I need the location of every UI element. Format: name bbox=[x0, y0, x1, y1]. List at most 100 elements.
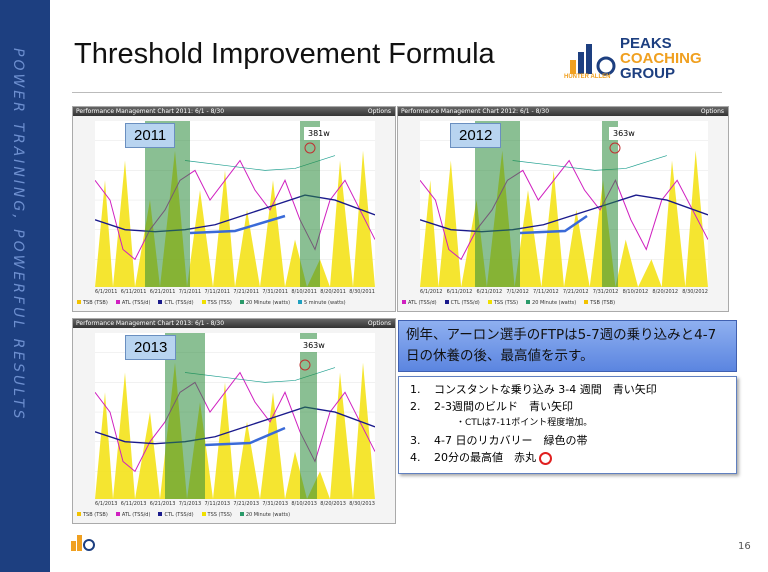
x-tick-label: 7/11/2013 bbox=[204, 501, 231, 507]
x-tick-label: 7/11/2012 bbox=[533, 289, 559, 295]
legend-swatch bbox=[239, 300, 244, 304]
x-tick-label: 8/30/2011 bbox=[349, 289, 375, 295]
legend-swatch bbox=[115, 300, 120, 304]
year-label: 2012 bbox=[450, 123, 502, 148]
date-axis: 6/1/2012 6/11/2012 6/21/2012 7/1/2012 7/11/2… bbox=[420, 289, 708, 295]
x-tick-label: 7/1/2012 bbox=[506, 289, 529, 295]
list: 1. コンスタントな乗り込み 3-4 週間 青い矢印 2. 2-3週間のビルド 青い矢… bbox=[398, 376, 737, 474]
x-tick-label: 7/11/2011 bbox=[204, 289, 231, 295]
legend-label: TSS (TSS) bbox=[493, 300, 519, 306]
list-item: ・CTLは7-11ポイント程度増加。 bbox=[406, 415, 729, 432]
peak-label: 381w bbox=[304, 127, 334, 140]
legend-swatch bbox=[402, 300, 406, 304]
logo: PEAKS COACHING GROUP HUNTER ALLEN bbox=[564, 36, 702, 82]
panel-header: Performance Management Chart 2013: 6/1 -… bbox=[73, 319, 395, 328]
list-number: 2. bbox=[410, 400, 421, 413]
legend-item: ATL (TSS/d) bbox=[402, 300, 437, 306]
legend: TSB (TSB) ATL (TSS/d) CTL (TSS/d) TSS (TSS)… bbox=[77, 512, 290, 518]
recovery-band bbox=[300, 121, 320, 287]
logo-line: COACHING bbox=[620, 50, 702, 67]
list-number: 4. bbox=[410, 451, 421, 464]
build-arrow bbox=[519, 214, 588, 235]
legend-item: CTL (TSS/d) bbox=[444, 300, 480, 306]
legend-item: TSS (TSS) bbox=[487, 300, 519, 306]
legend: TSB (TSB) ATL (TSS/d) CTL (TSS/d) TSS (TSS)… bbox=[77, 300, 346, 306]
legend-item: ATL (TSS/d) bbox=[115, 512, 151, 518]
legend-swatch bbox=[487, 300, 492, 304]
list-item: 1. コンスタントな乗り込み 3-4 週間 青い矢印 bbox=[406, 381, 729, 398]
sidebar-text: POWER TRAINING, POWERFUL RESULTS bbox=[10, 48, 26, 422]
peak-circle bbox=[299, 359, 311, 371]
x-tick-label: 7/1/2011 bbox=[178, 289, 202, 295]
legend-label: ATL (TSS/d) bbox=[121, 512, 151, 518]
legend-label: TSB (TSB) bbox=[83, 300, 108, 306]
legend-item: 20 Minute (watts) bbox=[239, 300, 291, 306]
peak-label: 363w bbox=[299, 339, 329, 352]
legend-swatch bbox=[444, 300, 449, 304]
legend-item: TSB (TSB) bbox=[584, 300, 615, 306]
legend-item: 20 Minute (watts) bbox=[239, 512, 291, 518]
legend-swatch bbox=[77, 300, 81, 304]
x-tick-label: 7/31/2012 bbox=[592, 289, 619, 295]
options-button[interactable]: Options bbox=[700, 108, 724, 115]
build-arrow bbox=[204, 426, 286, 447]
logo-icon bbox=[570, 44, 616, 76]
legend-swatch bbox=[158, 512, 163, 516]
legend-label: TSB (TSB) bbox=[590, 300, 616, 306]
legend-item: CTL (TSS/d) bbox=[158, 300, 194, 306]
x-tick-label: 8/20/2013 bbox=[320, 501, 346, 507]
legend-label: CTL (TSS/d) bbox=[164, 512, 194, 518]
x-tick-label: 7/31/2013 bbox=[262, 501, 289, 507]
recovery-band bbox=[300, 333, 317, 499]
chart-panel: Performance Management Chart 2013: 6/1 -… bbox=[72, 318, 396, 524]
options-button[interactable]: Options bbox=[367, 108, 391, 115]
plot bbox=[95, 333, 375, 499]
chart-panel: Performance Management Chart 2011: 6/1 -… bbox=[72, 106, 396, 312]
legend-swatch bbox=[201, 512, 206, 516]
legend-label: 20 Minute (watts) bbox=[245, 512, 291, 518]
options-button[interactable]: Options bbox=[367, 320, 391, 327]
legend-swatch bbox=[239, 512, 244, 516]
list-number: 3. bbox=[410, 434, 421, 447]
recovery-band bbox=[475, 121, 520, 287]
legend-label: ATL (TSS/d) bbox=[408, 300, 437, 306]
legend-item: TSS (TSS) bbox=[201, 512, 232, 518]
x-tick-label: 8/20/2011 bbox=[320, 289, 346, 295]
legend-label: TSS (TSS) bbox=[207, 300, 232, 306]
footer-logo bbox=[71, 535, 95, 551]
peak-circle bbox=[304, 142, 316, 154]
recovery-band bbox=[145, 121, 190, 287]
plot bbox=[95, 121, 375, 287]
plot bbox=[420, 121, 708, 287]
year-label: 2011 bbox=[125, 123, 176, 148]
legend-label: ATL (TSS/d) bbox=[121, 300, 151, 306]
legend-swatch bbox=[298, 300, 303, 304]
legend-label: 20 Minute (watts) bbox=[245, 300, 291, 306]
x-tick-label: 8/20/2012 bbox=[652, 289, 679, 295]
peak-label: 363w bbox=[609, 127, 639, 140]
callout: 例年、アーロン選手のFTPは5-7週の乗り込みと4-7日の休養の後、最高値を示す… bbox=[398, 320, 737, 372]
date-axis: 6/1/2011 6/11/2011 6/21/2011 7/1/2011 7/11/2… bbox=[95, 289, 375, 295]
x-tick-label: 6/1/2011 bbox=[95, 289, 118, 295]
recovery-band bbox=[602, 121, 618, 287]
x-tick-label: 8/30/2013 bbox=[349, 501, 375, 507]
list-number: 1. bbox=[410, 383, 421, 396]
red-circle-icon bbox=[539, 451, 552, 465]
x-tick-label: 6/21/2011 bbox=[149, 289, 176, 295]
x-tick-label: 6/11/2013 bbox=[120, 501, 147, 507]
panel-header: Performance Management Chart 2011: 6/1 -… bbox=[73, 107, 395, 116]
logo-line: GROUP bbox=[620, 65, 676, 82]
x-tick-label: 7/21/2011 bbox=[233, 289, 260, 295]
x-tick-label: 6/11/2012 bbox=[446, 289, 473, 295]
list-text: コンスタントな乗り込み 3-4 週間 青い矢印 bbox=[434, 383, 657, 396]
legend-label: 5 minute (watts) bbox=[304, 300, 346, 306]
x-tick-label: 6/11/2011 bbox=[120, 289, 147, 295]
x-tick-label: 6/21/2013 bbox=[149, 501, 176, 507]
list-text: 4-7 日のリカバリー 緑色の帯 bbox=[434, 434, 588, 447]
date-axis: 6/1/2013 6/11/2013 6/21/2013 7/1/2013 7/11/2… bbox=[95, 501, 375, 507]
legend-swatch bbox=[77, 512, 81, 516]
x-tick-label: 8/10/2011 bbox=[291, 289, 317, 295]
legend-label: TSS (TSS) bbox=[207, 512, 232, 518]
legend-swatch bbox=[158, 300, 163, 304]
legend-label: CTL (TSS/d) bbox=[450, 300, 480, 306]
